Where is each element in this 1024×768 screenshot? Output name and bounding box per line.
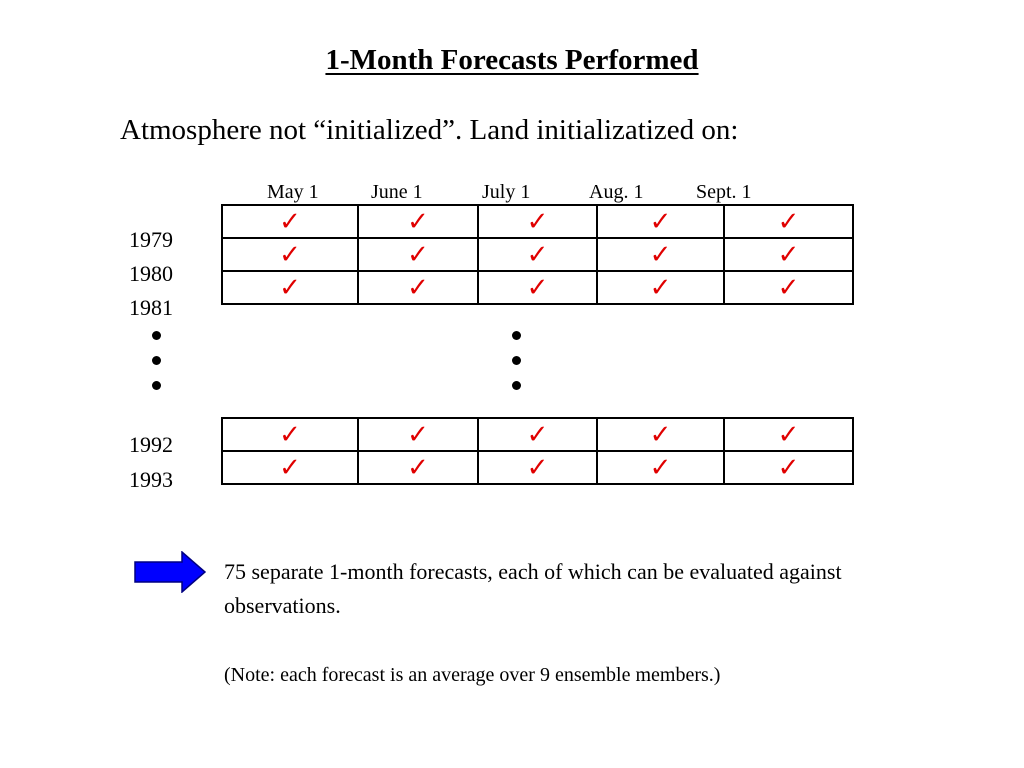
check-mark-icon: ✓: [649, 272, 672, 303]
grid-cell: ✓: [723, 237, 854, 272]
check-mark-icon: ✓: [526, 272, 549, 303]
check-mark-icon: ✓: [407, 206, 429, 237]
grid-cell: ✓: [357, 450, 479, 485]
right-arrow-icon: [134, 551, 206, 593]
check-mark-icon: ✓: [777, 239, 800, 270]
slide-title-text: 1-Month Forecasts Performed: [325, 44, 699, 76]
grid-cell: ✓: [477, 204, 598, 239]
check-mark-icon: ✓: [526, 206, 549, 237]
grid-cell: ✓: [221, 237, 359, 272]
grid-cell: ✓: [477, 417, 598, 452]
check-mark-icon: ✓: [279, 272, 301, 303]
check-mark-icon: ✓: [526, 239, 549, 270]
grid-cell: ✓: [221, 270, 359, 305]
check-mark-icon: ✓: [526, 419, 549, 450]
table-row: ✓ ✓ ✓ ✓ ✓: [221, 237, 854, 272]
grid-cell: ✓: [357, 204, 479, 239]
year-label-1993: 1993: [129, 467, 173, 492]
check-mark-icon: ✓: [407, 419, 429, 450]
grid-cell: ✓: [723, 450, 854, 485]
grid-cell: ✓: [357, 237, 479, 272]
grid-cell: ✓: [596, 417, 725, 452]
check-mark-icon: ✓: [279, 206, 301, 237]
column-header-may: May 1: [267, 181, 319, 203]
grid-cell: ✓: [221, 417, 359, 452]
table-row: ✓ ✓ ✓ ✓ ✓: [221, 450, 854, 485]
grid-cell: ✓: [357, 270, 479, 305]
grid-cell: ✓: [723, 204, 854, 239]
grid-cell: ✓: [596, 450, 725, 485]
check-mark-icon: ✓: [649, 419, 672, 450]
check-mark-icon: ✓: [777, 272, 800, 303]
check-mark-icon: ✓: [407, 272, 429, 303]
grid-cell: ✓: [221, 450, 359, 485]
ellipsis-dot-icon: [512, 331, 521, 340]
grid-cell: ✓: [723, 270, 854, 305]
grid-cell: ✓: [477, 237, 598, 272]
slide-title: 1-Month Forecasts Performed: [0, 44, 1024, 77]
grid-cell: ✓: [596, 270, 725, 305]
year-label-1979: 1979: [129, 227, 173, 252]
grid-cell: ✓: [723, 417, 854, 452]
check-mark-icon: ✓: [777, 452, 800, 483]
ellipsis-dot-icon: [152, 331, 161, 340]
check-mark-icon: ✓: [407, 452, 429, 483]
check-mark-icon: ✓: [279, 239, 301, 270]
grid-cell: ✓: [357, 417, 479, 452]
slide-subtitle: Atmosphere not “initialized”. Land initi…: [120, 114, 739, 146]
year-label-1980: 1980: [129, 261, 173, 286]
ellipsis-dot-icon: [152, 381, 161, 390]
grid-cell: ✓: [596, 237, 725, 272]
grid-cell: ✓: [221, 204, 359, 239]
check-mark-icon: ✓: [279, 452, 301, 483]
column-header-june: June 1: [371, 181, 423, 203]
year-label-1992: 1992: [129, 432, 173, 457]
grid-cell: ✓: [477, 270, 598, 305]
check-mark-icon: ✓: [649, 206, 672, 237]
table-row: ✓ ✓ ✓ ✓ ✓: [221, 417, 854, 452]
check-mark-icon: ✓: [407, 239, 429, 270]
check-mark-icon: ✓: [777, 419, 800, 450]
ellipsis-dot-icon: [512, 381, 521, 390]
column-header-sept: Sept. 1: [696, 181, 752, 203]
ensemble-note: (Note: each forecast is an average over …: [224, 664, 721, 686]
table-row: ✓ ✓ ✓ ✓ ✓: [221, 204, 854, 239]
grid-cell: ✓: [596, 204, 725, 239]
ellipsis-dot-icon: [152, 356, 161, 365]
check-mark-icon: ✓: [526, 452, 549, 483]
check-mark-icon: ✓: [649, 239, 672, 270]
column-header-aug: Aug. 1: [589, 181, 644, 203]
forecast-grid-bottom: ✓ ✓ ✓ ✓ ✓ ✓ ✓ ✓ ✓ ✓: [221, 417, 854, 485]
summary-text: 75 separate 1-month forecasts, each of w…: [224, 559, 842, 618]
table-row: ✓ ✓ ✓ ✓ ✓: [221, 270, 854, 305]
forecast-grid-top: ✓ ✓ ✓ ✓ ✓ ✓ ✓ ✓ ✓ ✓ ✓ ✓ ✓ ✓ ✓: [221, 204, 854, 305]
grid-cell: ✓: [477, 450, 598, 485]
check-mark-icon: ✓: [649, 452, 672, 483]
check-mark-icon: ✓: [777, 206, 800, 237]
ellipsis-dot-icon: [512, 356, 521, 365]
column-header-july: July 1: [482, 181, 531, 203]
year-label-1981: 1981: [129, 295, 173, 320]
check-mark-icon: ✓: [279, 419, 301, 450]
